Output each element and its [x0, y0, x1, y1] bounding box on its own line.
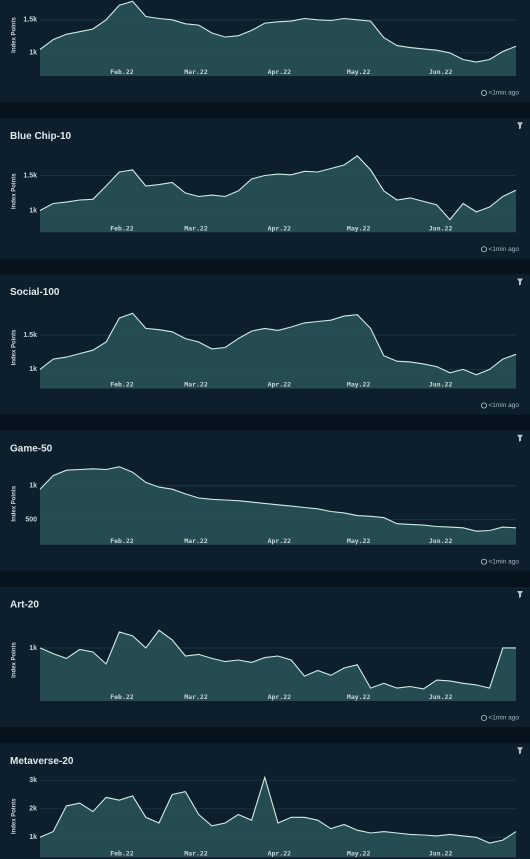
- x-tick-label: Mar.22: [184, 68, 208, 76]
- x-tick-label: Apr.22: [268, 224, 292, 232]
- y-tick-label: 1.5k: [23, 172, 37, 179]
- x-tick-label: Mar.22: [184, 849, 208, 857]
- status-icon: [480, 89, 488, 97]
- area-fill: [40, 630, 516, 701]
- chart-title: Social-100: [10, 287, 60, 298]
- y-tick-label: 1k: [29, 483, 37, 490]
- chart-panel: 1k 1.5k Feb.22 Mar.22 Apr.22 May.22 Jun.22 Inde…: [0, 0, 530, 102]
- y-tick-label: 1k: [29, 366, 37, 373]
- x-tick-label: Jun.22: [429, 68, 453, 76]
- y-axis-label: Index Points: [12, 798, 18, 834]
- y-tick-label: 1k: [29, 645, 37, 652]
- area-line: [39, 629, 516, 690]
- x-tick-label: Jun.22: [429, 693, 453, 701]
- x-tick-label: Apr.22: [268, 693, 292, 701]
- x-tick-label: Apr.22: [268, 849, 292, 857]
- filter-icon[interactable]: [517, 591, 523, 598]
- status-text: <1min ago: [488, 402, 519, 409]
- area-line: [39, 312, 517, 376]
- x-tick-label: Apr.22: [268, 381, 292, 389]
- status-text: <1min ago: [488, 558, 519, 565]
- y-tick-label: 500: [25, 517, 37, 524]
- filter-icon[interactable]: [517, 434, 523, 442]
- chart-panel: Social-100 1k 1.5k Feb.22 Mar.22 Apr.22 May.22…: [0, 274, 530, 415]
- x-tick-label: Feb.22: [110, 68, 134, 76]
- x-tick-label: May.22: [347, 849, 371, 857]
- chart-panel: Blue Chip-10 1k 1.5k Feb.22 Mar.22 Apr.22 May.…: [0, 118, 530, 259]
- area-fill: [40, 777, 516, 858]
- x-tick-label: Feb.22: [110, 224, 134, 232]
- y-axis-label: Index Points: [12, 642, 18, 678]
- chart-panel: Art-20 1k Feb.22 Mar.22 Apr.22 May.22 Jun.22 In…: [0, 587, 530, 727]
- x-tick-label: Jun.22: [429, 381, 453, 389]
- x-tick-label: May.22: [347, 693, 371, 701]
- x-tick-label: May.22: [347, 381, 371, 389]
- x-tick-label: Jun.22: [429, 224, 453, 232]
- chart-title: Art-20: [10, 600, 39, 611]
- y-tick-label: 2k: [29, 806, 37, 813]
- x-tick-label: May.22: [347, 224, 371, 232]
- area-line: [39, 775, 517, 844]
- x-tick-label: Apr.22: [268, 68, 292, 76]
- x-tick-label: Feb.22: [110, 537, 134, 545]
- status-icon: [480, 402, 488, 409]
- x-tick-label: Mar.22: [184, 537, 208, 545]
- chart-panel: Metaverse-20 1k 2k 3k Feb.22 Mar.22 Apr.22 May.…: [0, 743, 530, 859]
- filter-icon[interactable]: [517, 122, 523, 130]
- y-axis-label: Index Points: [12, 485, 18, 521]
- chart-title: Game-50: [10, 443, 53, 454]
- y-tick-label: 1k: [29, 207, 37, 214]
- area-line: [39, 466, 517, 532]
- filter-icon[interactable]: [517, 747, 523, 755]
- area-fill: [40, 1, 516, 76]
- x-tick-label: May.22: [347, 537, 371, 545]
- area-line: [39, 155, 517, 221]
- x-tick-label: Apr.22: [268, 537, 292, 545]
- status-icon: [480, 714, 488, 722]
- area-line: [39, 0, 517, 63]
- area-fill: [40, 155, 516, 233]
- y-axis-label: Index Points: [12, 173, 18, 209]
- area-fill: [40, 466, 516, 545]
- y-tick-label: 1k: [29, 50, 37, 57]
- status-text: <1min ago: [488, 246, 519, 253]
- y-axis-label: Index Points: [12, 329, 18, 365]
- x-tick-label: Jun.22: [429, 849, 453, 857]
- chart-title: Blue Chip-10: [10, 131, 72, 142]
- chart-title: Metaverse-20: [10, 756, 74, 767]
- status-text: <1min ago: [488, 90, 519, 97]
- x-tick-label: Feb.22: [110, 849, 134, 857]
- status-icon: [480, 558, 488, 565]
- status-icon: [480, 246, 488, 253]
- x-tick-label: Mar.22: [184, 381, 208, 389]
- x-tick-label: Feb.22: [110, 381, 134, 389]
- x-tick-label: Jun.22: [429, 537, 453, 545]
- x-tick-label: Mar.22: [184, 224, 208, 232]
- filter-icon[interactable]: [517, 278, 523, 286]
- area-fill: [40, 313, 516, 389]
- y-axis-label: Index Points: [12, 17, 18, 53]
- y-tick-label: 1.5k: [23, 332, 37, 339]
- x-tick-label: Mar.22: [184, 693, 208, 701]
- status-text: <1min ago: [488, 715, 519, 722]
- y-tick-label: 3k: [29, 777, 37, 784]
- x-tick-label: May.22: [347, 68, 371, 76]
- y-tick-label: 1k: [29, 834, 37, 841]
- y-tick-label: 1.5k: [23, 17, 37, 24]
- x-tick-label: Feb.22: [110, 693, 134, 701]
- chart-panel: Game-50 500 1k Feb.22 Mar.22 Apr.22 May.22 Jun.…: [0, 430, 530, 571]
